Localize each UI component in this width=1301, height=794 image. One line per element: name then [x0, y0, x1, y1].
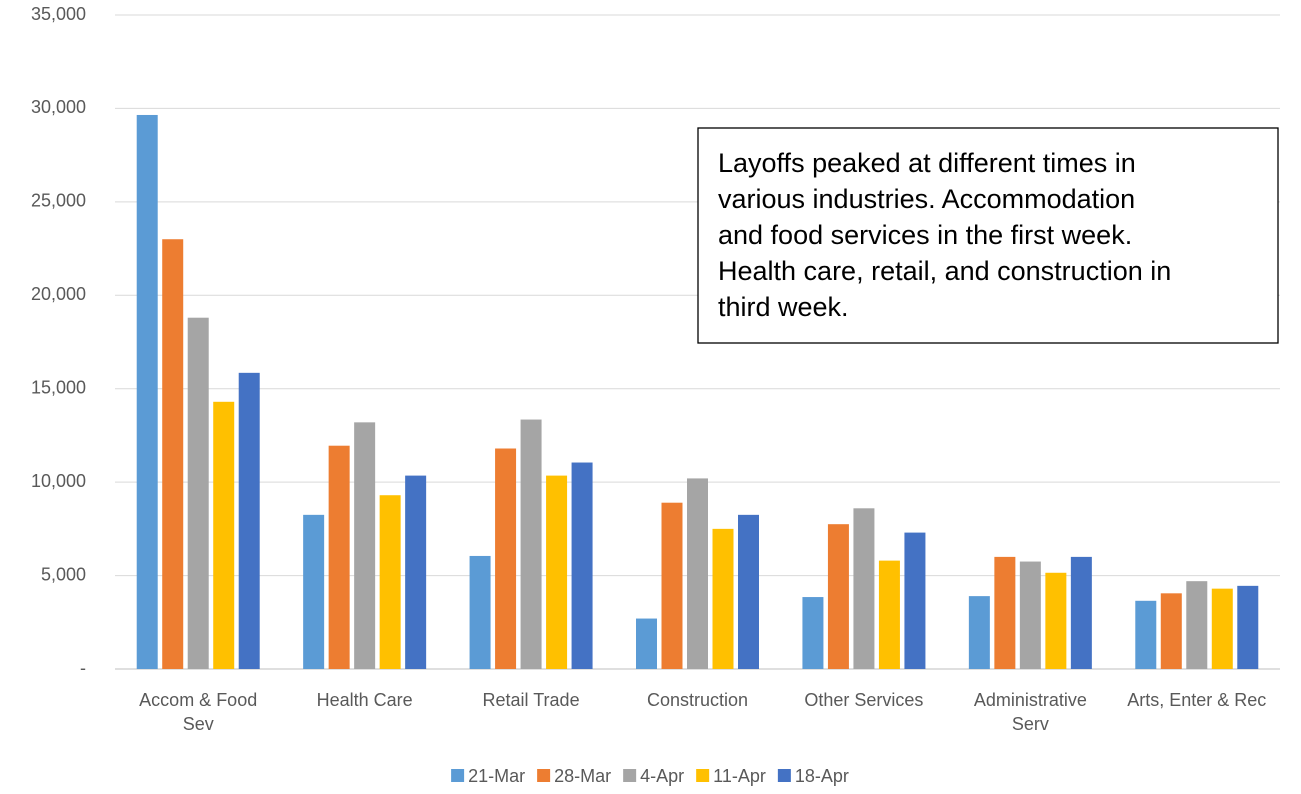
bar [1019, 561, 1041, 669]
bar [904, 532, 926, 669]
bar [187, 317, 209, 669]
annotation-text: Health care, retail, and construction in [718, 256, 1171, 286]
y-tick-label: 20,000 [31, 284, 86, 304]
y-tick-label: 5,000 [41, 564, 86, 584]
bar [687, 478, 708, 669]
bar [571, 462, 593, 669]
legend-swatch [451, 769, 465, 782]
bar [1135, 600, 1157, 669]
y-tick-label: 35,000 [31, 4, 86, 24]
x-tick-label: Other Services [804, 690, 924, 710]
legend-swatch [537, 769, 551, 782]
x-tick-label-box: Administrative Serv [973, 690, 1087, 734]
bar [213, 401, 235, 669]
bar [1070, 556, 1092, 669]
y-tick-label: 15,000 [31, 377, 86, 397]
annotation-text: third week. [718, 292, 849, 322]
legend-label: 21-Mar [468, 766, 525, 786]
legend-label: 18-Apr [795, 766, 849, 786]
bar [1160, 593, 1182, 669]
legend: 21-Mar 28-Mar 4-Apr 11-Apr 18-Apr [451, 766, 849, 786]
bar [520, 419, 542, 669]
x-tick-label: Health Care [316, 690, 413, 710]
x-tick-label: Construction [646, 690, 749, 710]
annotation: Layoffs peaked at different times in vari… [697, 127, 1279, 344]
bar [354, 422, 376, 669]
bar [379, 495, 401, 669]
bar [162, 239, 184, 669]
bar [469, 555, 491, 669]
bar [405, 475, 427, 669]
bar [1237, 585, 1259, 669]
bar [968, 596, 990, 669]
bar [303, 514, 325, 669]
x-tick-label-box: Accom & Food Sev [139, 690, 258, 734]
annotation-text: Layoffs peaked at different times in [718, 148, 1136, 178]
bar [878, 560, 900, 669]
bar [1045, 572, 1067, 669]
legend-label: 11-Apr [713, 766, 766, 786]
bar [827, 524, 849, 669]
bar [1186, 581, 1208, 669]
x-tick-label: Accom & Food Sev [139, 690, 258, 734]
bar [495, 448, 517, 669]
legend-label: 4-Apr [640, 766, 684, 786]
y-tick-label: 25,000 [31, 191, 86, 211]
x-tick-label-box: Retail Trade [482, 690, 580, 710]
bar [994, 556, 1016, 669]
bar [853, 508, 875, 669]
bar [712, 528, 734, 669]
bar [802, 597, 824, 669]
x-tick-label: Arts, Enter & Rec [1127, 690, 1267, 710]
y-tick-label: - [80, 658, 86, 678]
legend-swatch [623, 769, 637, 782]
x-tick-label-box: Arts, Enter & Rec [1127, 690, 1267, 710]
x-tick-label: Administrative Serv [973, 690, 1087, 734]
legend-label: 28-Mar [554, 766, 611, 786]
annotation-box [697, 127, 1279, 344]
x-tick-label-box: Health Care [316, 690, 413, 710]
bar [546, 475, 568, 669]
annotation-text: various industries. Accommodation [718, 184, 1135, 214]
bar [636, 618, 657, 669]
legend-swatch [777, 769, 791, 782]
y-tick-label: 10,000 [31, 471, 86, 491]
y-tick-label: 30,000 [31, 97, 86, 117]
bar [238, 372, 260, 669]
legend-swatch [696, 769, 710, 782]
bar [738, 514, 759, 669]
x-tick-label-box: Other Services [804, 690, 924, 710]
annotation-text: and food services in the first week. [718, 220, 1132, 250]
bar [328, 445, 350, 669]
bar [136, 114, 158, 670]
bar [661, 502, 683, 669]
bar [1211, 588, 1233, 669]
x-tick-label: Retail Trade [482, 690, 580, 710]
x-tick-label-box: Construction [646, 690, 749, 710]
